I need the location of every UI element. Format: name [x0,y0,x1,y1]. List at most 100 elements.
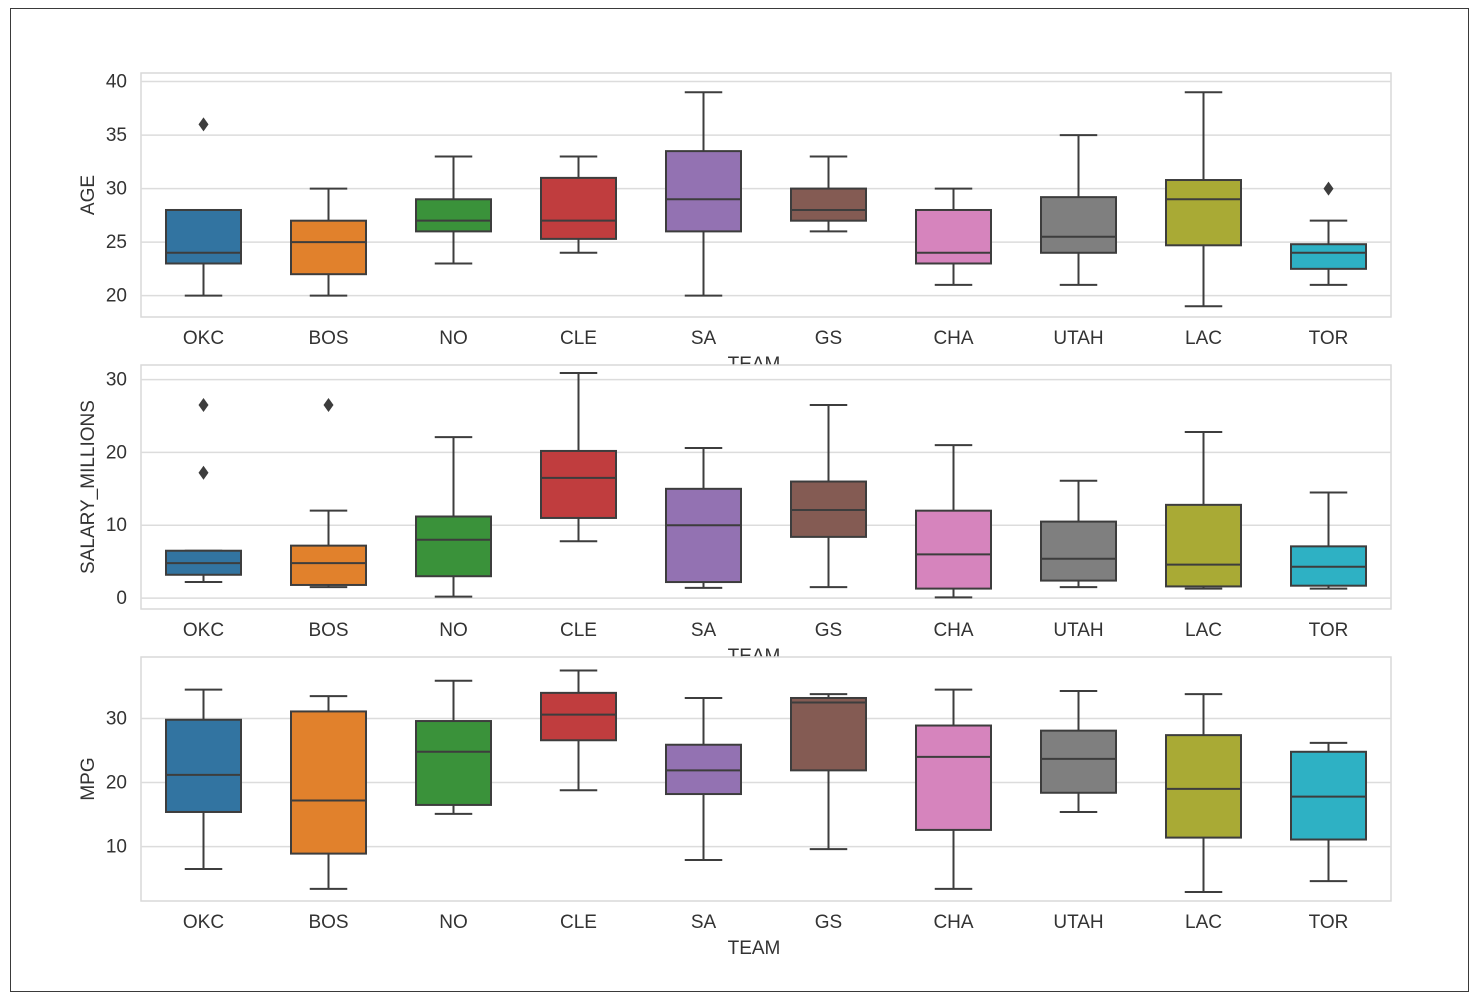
x-tick-label: GS [815,620,842,641]
x-tick-label: LAC [1185,620,1222,641]
x-tick-label: CLE [560,620,597,641]
y-axis-label: MPG [78,757,99,800]
x-tick-label: BOS [308,328,348,349]
x-tick-label: CHA [933,912,973,933]
subplot-mpg: 10 20 30 OKC BOS NO CLE SA GS CHA UTAH LAC TOR MPG TEA… [78,656,1392,959]
y-tick-label: 20 [106,286,127,307]
box-body [915,208,992,265]
box-body [540,176,617,240]
box-bos [290,398,367,589]
outlier-point [198,117,209,132]
y-tick-label: 10 [106,837,127,858]
x-tick-label: UTAH [1053,912,1103,933]
y-axis-label: AGE [78,175,99,215]
box-body [290,544,367,586]
box-body [1290,243,1367,270]
x-tick-label: OKC [183,912,224,933]
box-tor [1290,181,1367,286]
box-body [1040,729,1117,794]
x-tick-label: OKC [183,620,224,641]
box-body [415,515,492,578]
subplot-salary-millions: 0 10 20 30 OKC BOS NO CLE SA GS CHA UTAH LAC TOR SALAR… [78,364,1392,667]
x-tick-label: LAC [1185,912,1222,933]
outlier-point [198,465,209,480]
x-tick-label: SA [691,912,717,933]
y-axis-label: SALARY_MILLIONS [78,400,99,574]
box-lac [1165,431,1242,590]
box-body [790,187,867,222]
box-body [540,691,617,742]
box-body [665,487,742,584]
box-lac [1165,91,1242,308]
x-tick-label: CHA [933,620,973,641]
x-tick-label: BOS [308,912,348,933]
y-tick-label: 30 [106,708,127,729]
box-bos [290,187,367,297]
box-body [540,449,617,519]
box-sa [665,91,742,297]
y-tick-label: 10 [106,515,127,536]
box-utah [1040,689,1117,813]
x-tick-label: TOR [1309,912,1349,933]
x-tick-label: NO [439,620,468,641]
x-tick-label: NO [439,328,468,349]
box-cle [540,372,617,543]
x-tick-label: UTAH [1053,328,1103,349]
box-gs [790,404,867,589]
box-utah [1040,479,1117,589]
box-cha [915,688,992,890]
x-tick-label: LAC [1185,328,1222,349]
box-body [415,198,492,233]
box-body [290,710,367,855]
box-body [1040,520,1117,582]
box-body [1165,503,1242,588]
box-gs [790,693,867,851]
x-tick-label: CLE [560,912,597,933]
box-body [915,724,992,831]
box-bos [290,695,367,890]
box-body [665,150,742,233]
y-tick-label: 30 [106,179,127,200]
x-axis-label: TEAM [728,938,781,959]
box-cha [915,444,992,599]
box-body [1165,734,1242,839]
x-tick-label: UTAH [1053,620,1103,641]
box-cha [915,187,992,286]
y-tick-label: 25 [106,232,127,253]
x-tick-label: TOR [1309,620,1349,641]
x-tick-label: SA [691,328,717,349]
x-tick-label: NO [439,912,468,933]
box-no [415,436,492,598]
box-gs [790,155,867,233]
box-okc [165,398,242,584]
x-tick-label: TOR [1309,328,1349,349]
box-sa [665,447,742,589]
box-sa [665,696,742,862]
box-tor [1290,491,1367,590]
box-okc [165,117,242,297]
outlier-point [198,398,209,413]
x-tick-label: SA [691,620,717,641]
y-tick-label: 30 [106,370,127,391]
outlier-point [1323,181,1334,196]
y-tick-label: 0 [116,588,127,609]
x-tick-label: GS [815,328,842,349]
box-no [415,155,492,265]
x-tick-label: GS [815,912,842,933]
x-tick-label: CHA [933,328,973,349]
box-lac [1165,693,1242,894]
x-tick-label: CLE [560,328,597,349]
box-body [415,720,492,806]
box-no [415,679,492,815]
box-body [915,509,992,590]
x-tick-label: BOS [308,620,348,641]
y-tick-label: 20 [106,442,127,463]
box-cle [540,155,617,254]
outlier-point [323,398,334,413]
y-tick-label: 40 [106,72,127,93]
box-body [1165,179,1242,247]
y-tick-label: 20 [106,773,127,794]
box-body [165,208,242,265]
box-body [290,219,367,276]
